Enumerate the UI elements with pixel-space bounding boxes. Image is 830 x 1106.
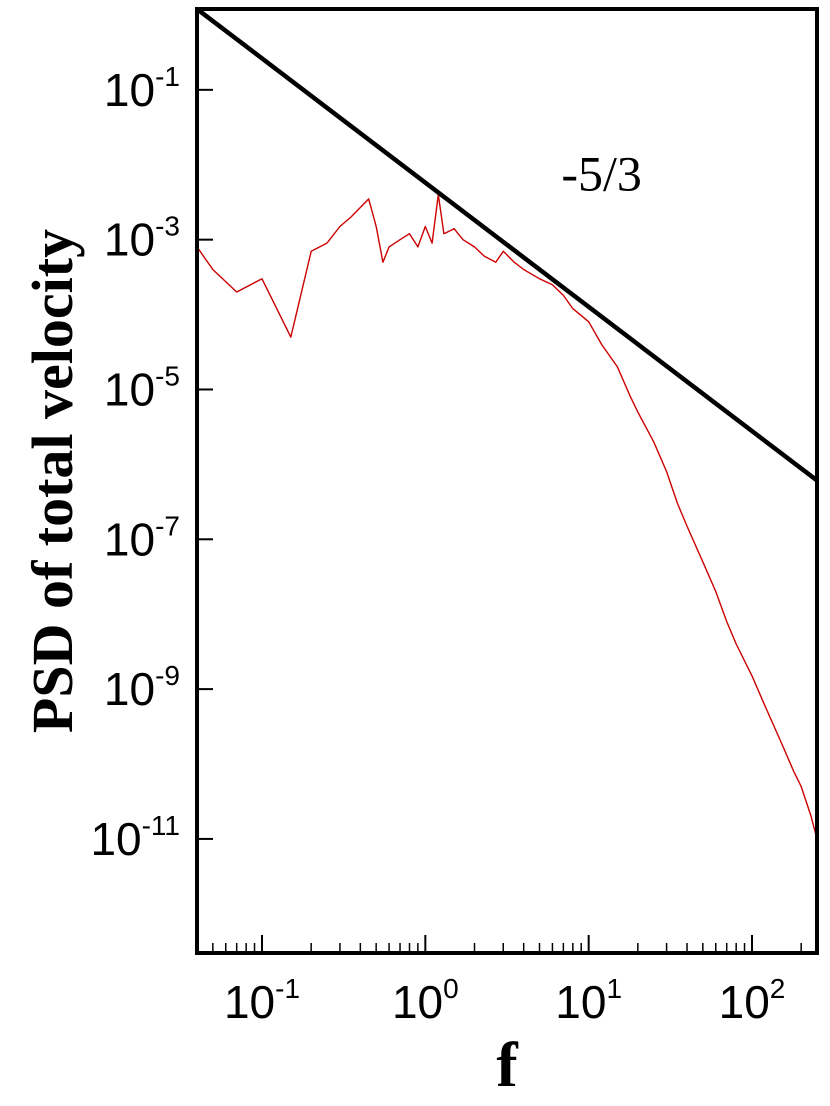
y-tick-label: 10-11 — [90, 810, 180, 865]
x-tick-label: 102 — [719, 973, 786, 1028]
x-axis-label: f — [496, 1029, 518, 1100]
plot-frame — [195, 7, 819, 955]
x-tick-labels: 10-1 100 101 102 — [224, 973, 785, 1028]
slope-reference-line — [197, 9, 817, 483]
y-tick-label: 10-1 — [104, 61, 180, 116]
y-tick-label: 10-5 — [104, 360, 180, 415]
psd-series-line — [197, 193, 817, 840]
series-layer — [197, 9, 817, 840]
y-tick-label: 10-9 — [104, 660, 180, 715]
x-tick-label: 101 — [555, 973, 622, 1028]
y-tick-labels: 10-1 10-3 10-5 10-7 10-9 10-11 — [90, 61, 180, 865]
plot-background — [197, 9, 817, 953]
y-tick-label: 10-7 — [104, 510, 180, 565]
y-axis-label: PSD of total velocity — [20, 229, 85, 733]
y-tick-label: 10-3 — [104, 211, 180, 266]
x-tick-label: 100 — [392, 973, 459, 1028]
slope-annotation: -5/3 — [561, 146, 642, 202]
x-tick-label: 10-1 — [224, 973, 300, 1028]
major-ticks — [197, 88, 754, 953]
